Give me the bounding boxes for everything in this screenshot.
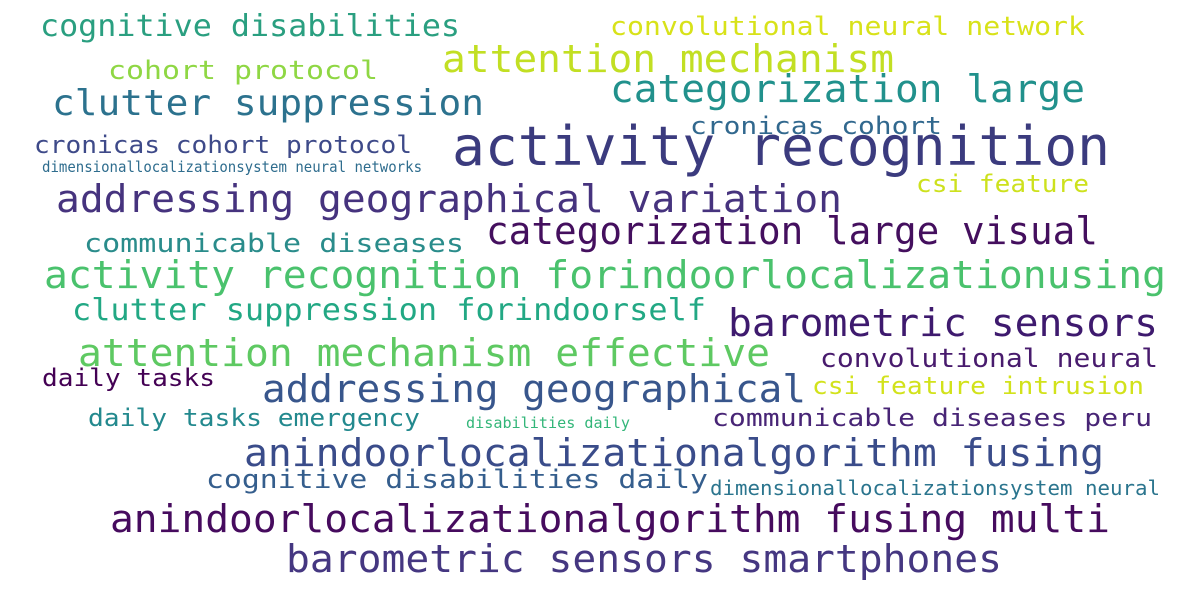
word: activity recognition <box>452 115 1111 178</box>
word: communicable diseases <box>84 229 464 259</box>
word: activity recognition forindoorlocalizati… <box>44 253 1167 297</box>
word: daily tasks <box>42 364 216 392</box>
word: barometric sensors <box>728 301 1159 345</box>
word: clutter suppression forindoorself <box>72 293 706 328</box>
word: cohort protocol <box>108 56 379 86</box>
word: clutter suppression <box>52 83 484 124</box>
word: cronicas cohort protocol <box>34 131 412 159</box>
word: dimensionallocalizationsystem neural <box>710 476 1161 500</box>
word: categorization large <box>610 67 1085 111</box>
word: categorization large visual <box>486 209 1098 253</box>
word: csi feature <box>916 170 1090 198</box>
word: convolutional neural <box>820 344 1158 374</box>
word: cognitive disabilities daily <box>206 465 708 495</box>
word: csi feature intrusion <box>812 372 1144 400</box>
word: disabilities daily <box>466 414 630 432</box>
word: convolutional neural network <box>610 12 1085 42</box>
word: cognitive disabilities <box>40 9 461 44</box>
word: cronicas cohort <box>690 112 942 140</box>
word: dimensionallocalizationsystem neural net… <box>42 158 423 176</box>
word: anindoorlocalizationalgorithm fusing <box>244 431 1105 475</box>
word: attention mechanism <box>442 37 894 81</box>
word: barometric sensors smartphones <box>286 537 1002 581</box>
word: addressing geographical <box>262 367 806 411</box>
word: communicable diseases peru <box>712 404 1153 432</box>
word: daily tasks emergency <box>88 404 420 432</box>
word: attention mechanism effective <box>78 331 770 375</box>
word: addressing geographical variation <box>56 177 843 221</box>
word: anindoorlocalizationalgorithm fusing mul… <box>110 497 1110 541</box>
